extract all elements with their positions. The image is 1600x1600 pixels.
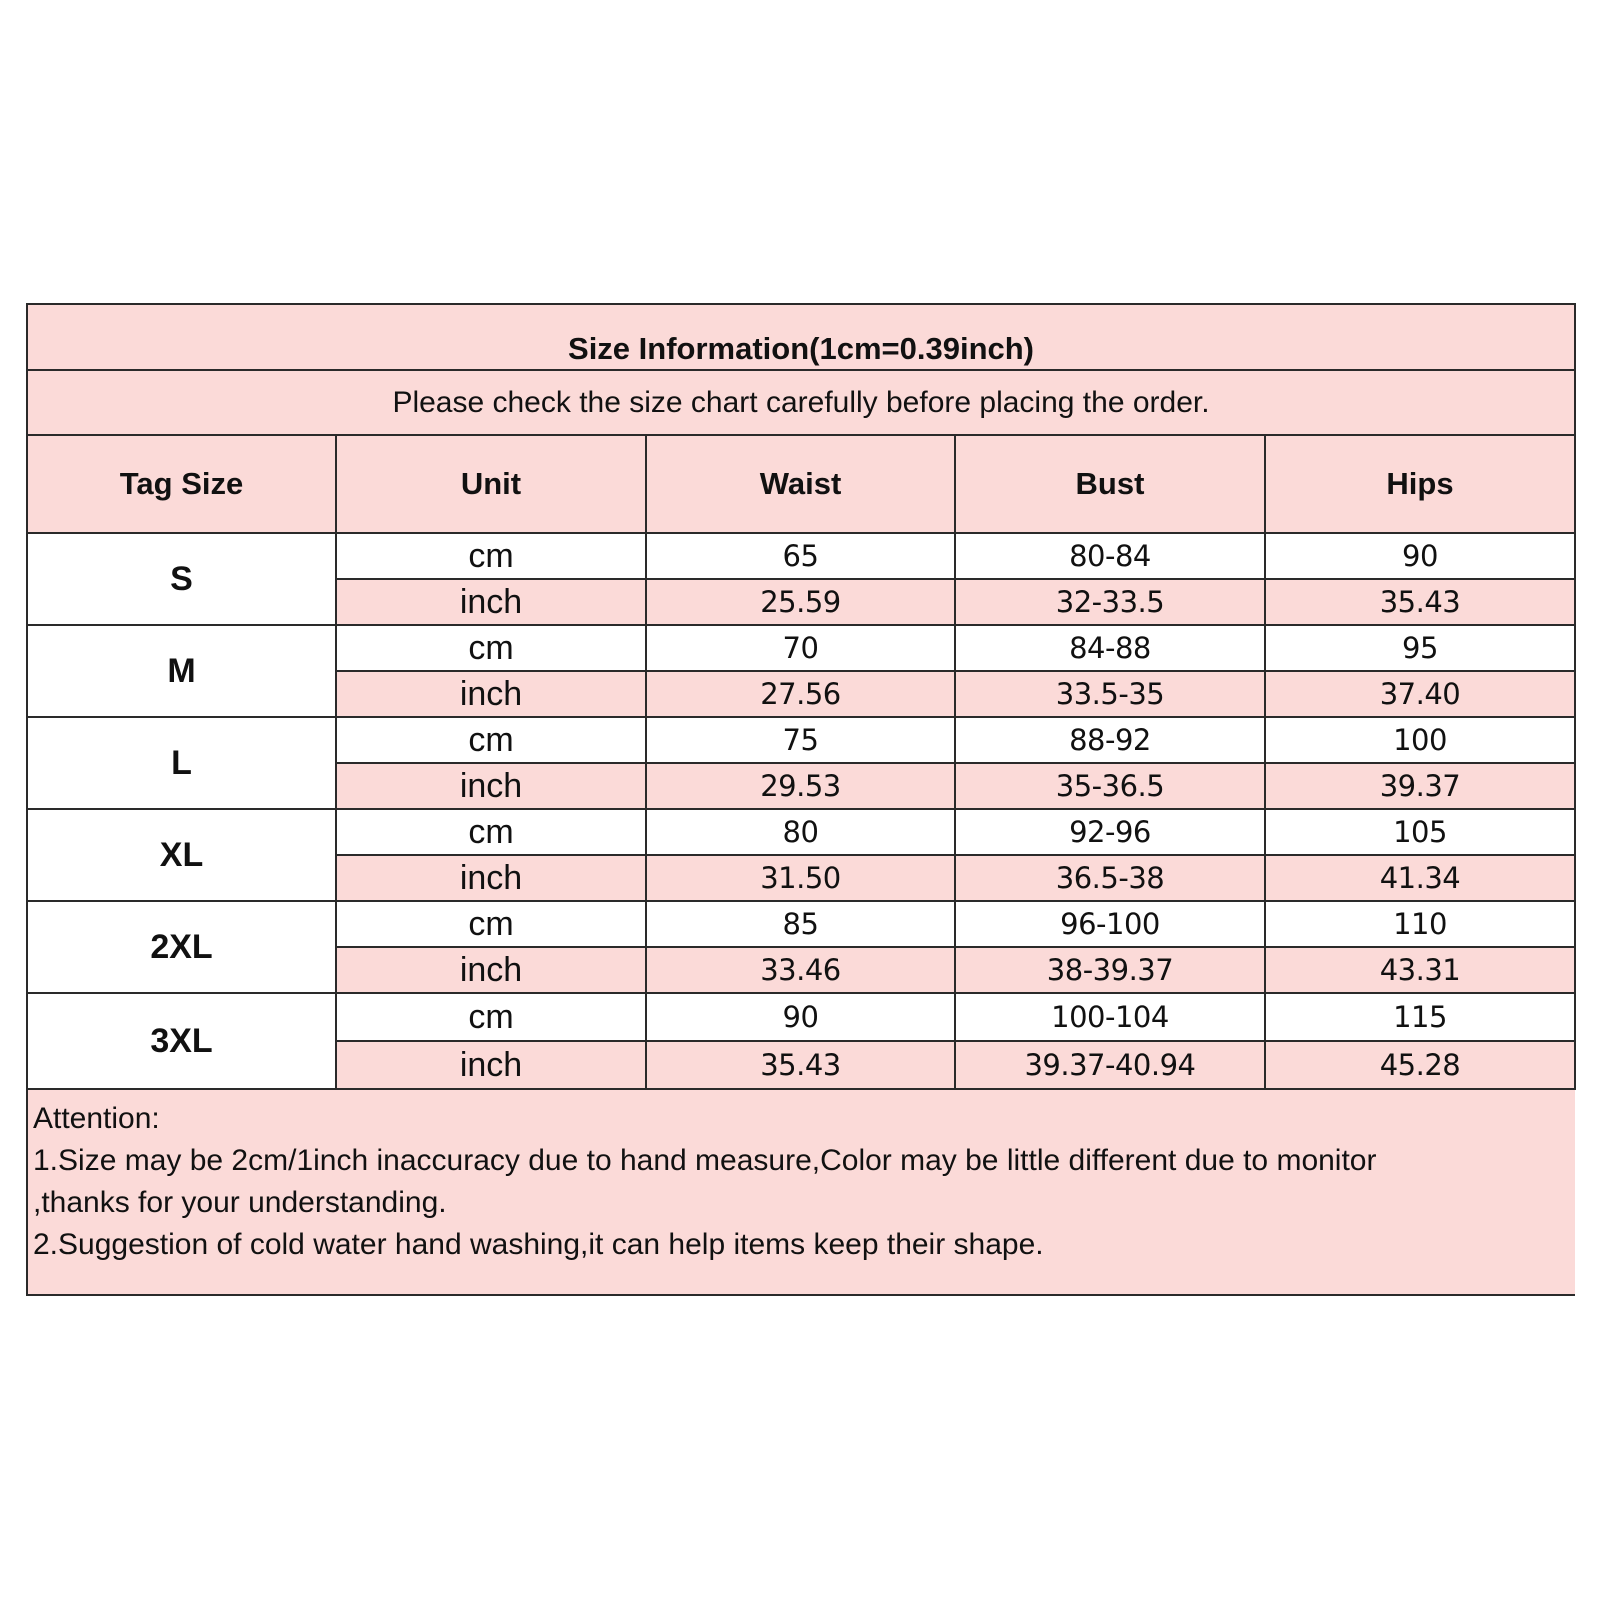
header-tag-size: Tag Size (26, 434, 337, 534)
hips-cell: 45.28 (1263, 1040, 1577, 1090)
unit-cell: cm (335, 900, 647, 948)
header-bust: Bust (954, 434, 1266, 534)
hips-cell: 90 (1263, 532, 1577, 580)
waist-cell: 31.50 (645, 854, 956, 902)
size-row-inch: inch 25.59 32-33.5 35.43 (27, 578, 1577, 626)
size-row-inch: inch 27.56 33.5-35 37.40 (27, 670, 1577, 718)
tag-size-cell: 2XL (26, 900, 337, 994)
bust-cell: 100-104 (954, 992, 1266, 1042)
size-row-inch: inch 29.53 35-36.5 39.37 (27, 762, 1577, 810)
bust-cell: 36.5-38 (954, 854, 1266, 902)
hips-cell: 100 (1263, 716, 1577, 764)
size-row-inch: inch 33.46 38-39.37 43.31 (27, 946, 1577, 994)
bust-cell: 88-92 (954, 716, 1266, 764)
unit-cell: inch (335, 578, 647, 626)
unit-cell: cm (335, 808, 647, 856)
bust-cell: 84-88 (954, 624, 1266, 672)
size-chart-table: Size Information(1cm=0.39inch) Please ch… (25, 303, 1577, 1296)
attention-notes: Attention: 1.Size may be 2cm/1inch inacc… (25, 1088, 1576, 1296)
hips-cell: 115 (1263, 992, 1577, 1042)
hips-cell: 43.31 (1263, 946, 1577, 994)
hips-cell: 41.34 (1263, 854, 1577, 902)
waist-cell: 90 (645, 992, 956, 1042)
bust-cell: 96-100 (954, 900, 1266, 948)
unit-cell: inch (335, 854, 647, 902)
note-line: 2.Suggestion of cold water hand washing,… (33, 1228, 1044, 1261)
size-row-inch: inch 35.43 39.37-40.94 45.28 (27, 1040, 1577, 1090)
bust-cell: 92-96 (954, 808, 1266, 856)
note-line: 1.Size may be 2cm/1inch inaccuracy due t… (33, 1144, 1377, 1177)
tag-size-cell: L (26, 716, 337, 810)
bust-cell: 39.37-40.94 (954, 1040, 1266, 1090)
hips-cell: 37.40 (1263, 670, 1577, 718)
unit-cell: inch (335, 946, 647, 994)
unit-cell: cm (335, 624, 647, 672)
tag-size-cell: 3XL (26, 992, 337, 1090)
chart-subtitle: Please check the size chart carefully be… (25, 369, 1577, 436)
waist-cell: 35.43 (645, 1040, 956, 1090)
tag-size-cell: M (26, 624, 337, 718)
waist-cell: 75 (645, 716, 956, 764)
size-row-cm: 2XL cm 85 96-100 110 (26, 900, 1577, 994)
tag-size-cell: S (26, 532, 337, 626)
hips-cell: 35.43 (1263, 578, 1577, 626)
waist-cell: 85 (645, 900, 956, 948)
unit-cell: inch (335, 1040, 647, 1090)
chart-title: Size Information(1cm=0.39inch) (25, 303, 1577, 371)
unit-cell: inch (335, 670, 647, 718)
waist-cell: 25.59 (645, 578, 956, 626)
waist-cell: 80 (645, 808, 956, 856)
unit-cell: cm (335, 992, 647, 1042)
notes-heading: Attention: (33, 1102, 160, 1135)
note-line: ,thanks for your understanding. (33, 1186, 447, 1219)
size-row-inch: inch 31.50 36.5-38 41.34 (27, 854, 1577, 902)
bust-cell: 38-39.37 (954, 946, 1266, 994)
waist-cell: 33.46 (645, 946, 956, 994)
size-row-cm: 3XL cm 90 100-104 115 (26, 992, 1577, 1090)
waist-cell: 65 (645, 532, 956, 580)
unit-cell: cm (335, 532, 647, 580)
bust-cell: 32-33.5 (954, 578, 1266, 626)
hips-cell: 95 (1263, 624, 1577, 672)
header-waist: Waist (645, 434, 956, 534)
header-unit: Unit (335, 434, 647, 534)
waist-cell: 70 (645, 624, 956, 672)
header-hips: Hips (1263, 434, 1577, 534)
waist-cell: 27.56 (645, 670, 956, 718)
bust-cell: 80-84 (954, 532, 1266, 580)
unit-cell: inch (335, 762, 647, 810)
hips-cell: 39.37 (1263, 762, 1577, 810)
unit-cell: cm (335, 716, 647, 764)
hips-cell: 110 (1263, 900, 1577, 948)
hips-cell: 105 (1263, 808, 1577, 856)
size-row-cm: XL cm 80 92-96 105 (26, 808, 1577, 902)
tag-size-cell: XL (26, 808, 337, 902)
bust-cell: 33.5-35 (954, 670, 1266, 718)
bust-cell: 35-36.5 (954, 762, 1266, 810)
waist-cell: 29.53 (645, 762, 956, 810)
